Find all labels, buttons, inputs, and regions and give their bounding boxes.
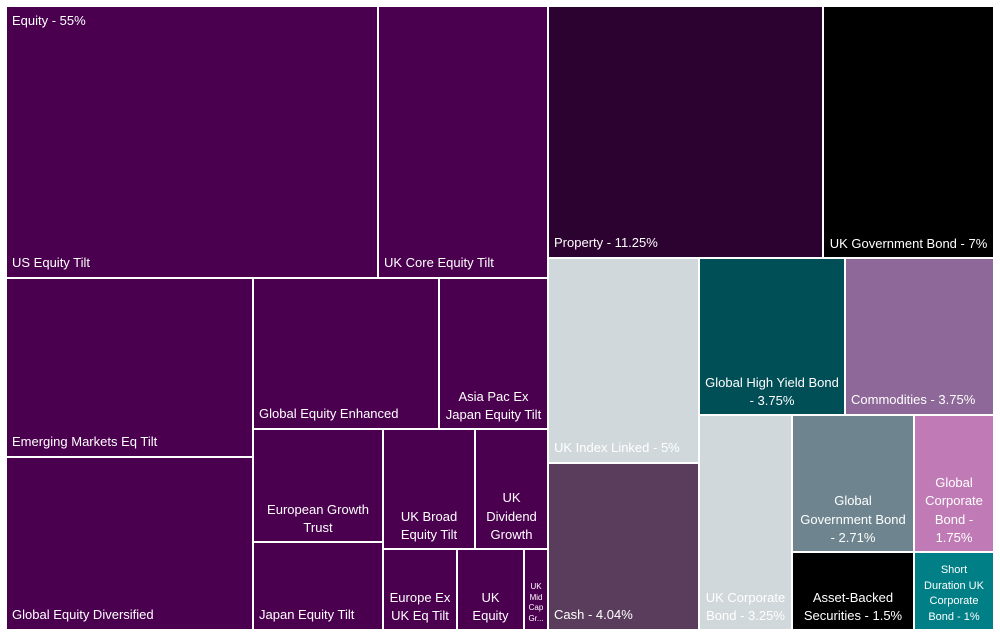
tile-label: UK Dividend Growth — [486, 490, 537, 542]
tile-uk-core-equity-tilt: UK Core Equity Tilt — [378, 6, 548, 278]
tile-label: Commodities - 3.75% — [851, 391, 976, 407]
tile-uk-corporate-bond: UK Corporate Bond - 3.25% — [699, 415, 792, 630]
tile-asia-pac-ex-japan-equity-tilt: Asia Pac Ex Japan Equity Tilt — [439, 278, 548, 429]
tile-label: Europe Ex UK Eq Tilt — [389, 589, 451, 623]
equity-group-tile: Equity - 55% — [6, 6, 378, 278]
tile-label: Global High Yield Bond - 3.75% — [705, 374, 839, 408]
tile-uk-broad-equity-tilt: UK Broad Equity Tilt — [383, 429, 475, 549]
tile-global-government-bond: Global Government Bond - 2.71% — [792, 415, 914, 552]
tile-label: Cash - 4.04% — [554, 606, 633, 622]
tile-label: UK Equity — [472, 589, 509, 623]
tile-label: Global Government Bond - 2.71% — [800, 493, 906, 545]
tile-us-equity-tilt: US Equity Tilt — [6, 6, 378, 278]
tile-emerging-markets-eq-tilt: Emerging Markets Eq Tilt — [6, 278, 253, 457]
tile-label: UK Mid Cap Gr... — [528, 581, 544, 624]
tile-label: Global Equity Diversified — [12, 606, 154, 622]
tile-european-growth-trust: European Growth Trust — [253, 429, 383, 542]
tile-label: Global Corporate Bond - 1.75% — [925, 475, 983, 545]
tile-global-high-yield-bond: Global High Yield Bond - 3.75% — [699, 258, 845, 415]
tile-global-equity-enhanced: Global Equity Enhanced — [253, 278, 439, 429]
tile-label: UK Corporate Bond - 3.25% — [705, 589, 786, 623]
tile-label: Property - 11.25% — [554, 234, 658, 250]
tile-label: Emerging Markets Eq Tilt — [12, 433, 158, 449]
tile-label: Asia Pac Ex Japan Equity Tilt — [445, 388, 542, 422]
tile-label: Japan Equity Tilt — [259, 606, 355, 622]
tile-label: European Growth Trust — [267, 501, 369, 535]
tile-label: Global Equity Enhanced — [259, 405, 399, 421]
tile-global-equity-diversified: Global Equity Diversified — [6, 457, 253, 630]
tile-commodities: Commodities - 3.75% — [845, 258, 994, 415]
tile-label: Short Duration UK Corporate Bond - 1% — [924, 564, 984, 623]
tile-label: UK Index Linked - 5% — [554, 439, 680, 455]
tile-cash: Cash - 4.04% — [548, 463, 699, 630]
tile-property: Property - 11.25% — [548, 6, 823, 258]
tile-label: US Equity Tilt — [12, 254, 91, 270]
tile-uk-equity: UK Equity — [457, 549, 524, 630]
tile-uk-index-linked: UK Index Linked - 5% — [548, 258, 699, 463]
tile-japan-equity-tilt: Japan Equity Tilt — [253, 542, 383, 630]
tile-label: Asset-Backed Securities - 1.5% — [803, 589, 903, 623]
tile-uk-government-bond: UK Government Bond - 7% — [823, 6, 994, 258]
tile-label: UK Government Bond - 7% — [829, 235, 988, 251]
tile-uk-mid-cap-growth: UK Mid Cap Gr... — [524, 549, 548, 630]
tile-uk-dividend-growth: UK Dividend Growth — [475, 429, 548, 549]
tile-label: UK Core Equity Tilt — [384, 254, 494, 270]
tile-asset-backed-securities: Asset-Backed Securities - 1.5% — [792, 552, 914, 630]
tile-europe-ex-uk-eq-tilt: Europe Ex UK Eq Tilt — [383, 549, 457, 630]
tile-label: UK Broad Equity Tilt — [400, 508, 458, 542]
equity-group-label: Equity - 55% — [12, 13, 86, 28]
tile-global-corporate-bond: Global Corporate Bond - 1.75% — [914, 415, 994, 552]
tile-short-duration-uk-corporate-bond: Short Duration UK Corporate Bond - 1% — [914, 552, 994, 630]
